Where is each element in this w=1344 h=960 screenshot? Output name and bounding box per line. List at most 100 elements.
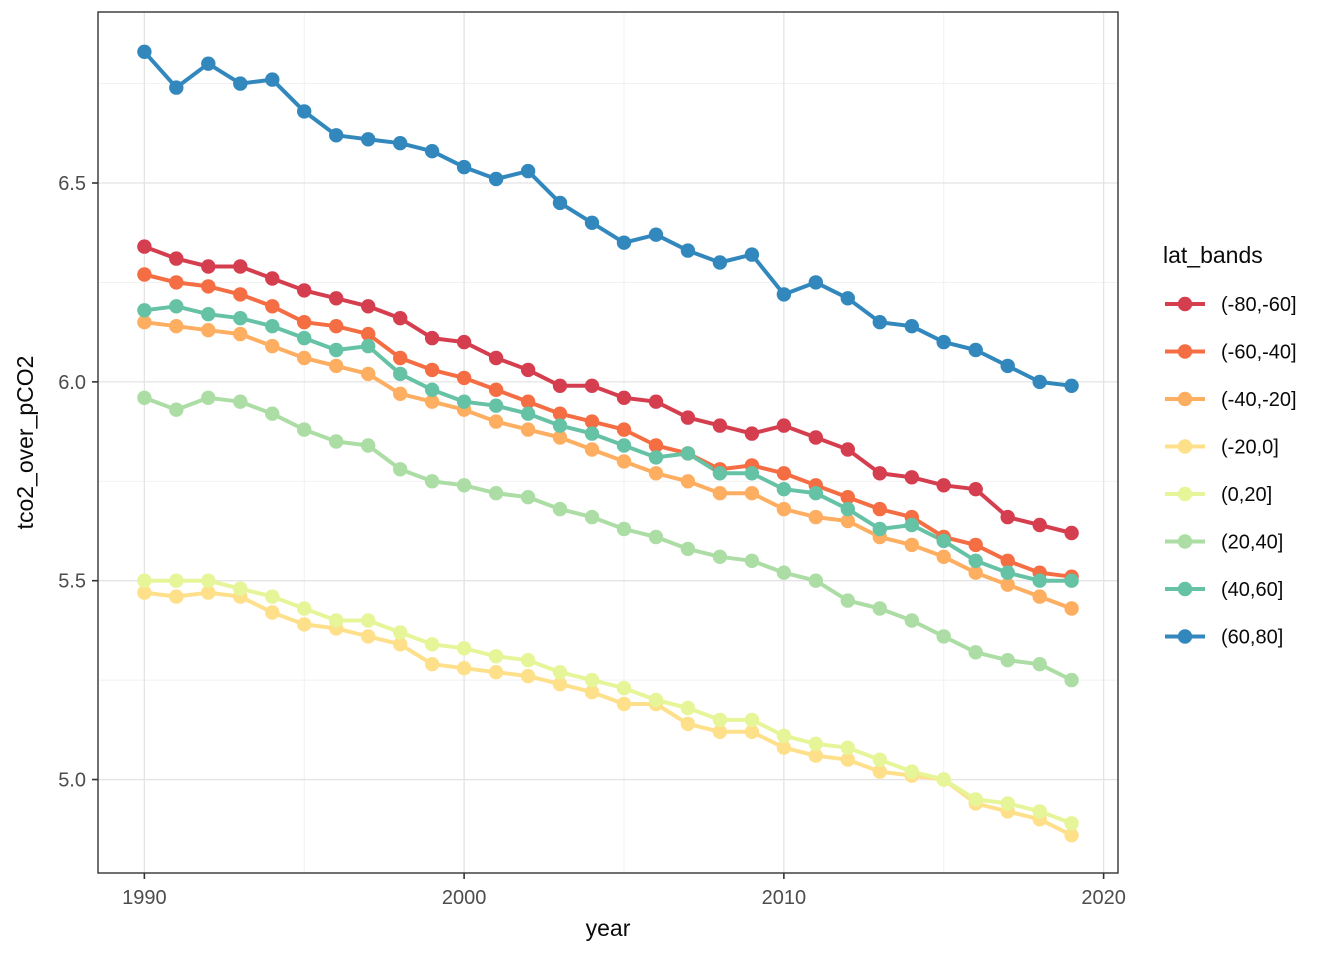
data-point [233,394,248,409]
data-point [1032,573,1047,588]
legend-entry: (0,20] [1165,484,1272,506]
data-point [616,696,632,712]
data-point [680,700,696,716]
data-point [680,243,696,258]
legend-entry: (20,40] [1165,532,1283,554]
legend-entry-label: (-40,-20] [1221,389,1297,411]
data-point [488,665,504,680]
data-point [872,764,887,779]
legend-entry-label: (60,80] [1221,627,1283,649]
data-point [329,291,344,306]
data-point [233,581,248,596]
data-point [169,80,184,95]
data-point [1000,509,1015,525]
data-point [552,195,568,211]
data-point [137,303,152,318]
data-point [424,394,440,409]
data-point [712,724,728,739]
data-point [297,104,312,119]
data-point [520,668,536,684]
data-point [648,692,664,708]
data-point [712,466,728,481]
data-point [648,394,664,409]
data-point [137,44,152,59]
data-point [201,585,216,600]
data-point [169,589,184,604]
data-point [137,267,152,282]
data-point [904,319,919,334]
data-point [1000,553,1015,568]
data-point [201,307,216,322]
data-point [840,501,855,517]
data-point [361,613,376,628]
data-point [488,414,504,429]
data-point [776,418,792,433]
legend-key-dot [1177,439,1193,454]
data-point [840,740,855,755]
data-point [456,394,472,409]
data-point [169,299,184,314]
data-point [776,466,792,481]
data-point [137,573,152,588]
data-point [201,323,216,338]
data-point [361,326,376,342]
data-series [137,44,1079,843]
data-point [904,764,919,779]
legend-key-dot [1177,344,1193,359]
data-point [616,390,632,405]
data-point [1064,601,1079,616]
data-point [552,676,568,692]
data-point [424,330,440,346]
data-point [1064,816,1079,831]
data-point [520,394,536,409]
data-point [393,366,408,382]
legend-entry: (-60,-40] [1165,342,1297,364]
data-point [1064,573,1079,588]
data-point [297,283,312,298]
data-point [297,422,312,437]
data-point [968,565,983,580]
data-point [840,513,855,529]
data-point [456,661,472,676]
data-point [872,752,887,767]
data-point [680,716,696,732]
data-point [393,136,408,151]
data-point [904,537,919,553]
data-point [1064,525,1079,541]
data-point [872,601,887,616]
data-point [968,342,983,358]
data-point [840,442,855,457]
data-point [520,163,536,179]
data-point [424,474,440,489]
legend-entry-label: (-80,-60] [1221,294,1297,316]
data-point [456,370,472,386]
data-point [712,549,728,564]
data-point [265,605,280,620]
data-point [968,645,983,660]
data-point [456,334,472,350]
data-point [680,446,696,461]
data-point [968,792,983,807]
data-point [840,490,855,505]
legend: lat_bands (-80,-60] (-60,-40] (-40,-20] (-2… [1163,242,1297,649]
data-point [616,422,632,437]
data-point [712,418,728,433]
data-point [201,56,216,71]
data-point [680,474,696,489]
data-point [137,315,152,330]
data-point [712,486,728,501]
data-point [329,342,344,358]
legend-key-dot [1177,629,1193,644]
data-point [393,462,408,477]
data-point [393,625,408,640]
data-point [552,378,568,393]
data-point [552,418,568,433]
legend-key-dot [1177,391,1193,407]
legend-entry: (-20,0] [1165,437,1279,459]
data-point [361,438,376,453]
y-axis-title: tco2_over_pCO2 [12,356,38,530]
legend-key-dot [1177,581,1193,597]
data-point [616,454,632,469]
